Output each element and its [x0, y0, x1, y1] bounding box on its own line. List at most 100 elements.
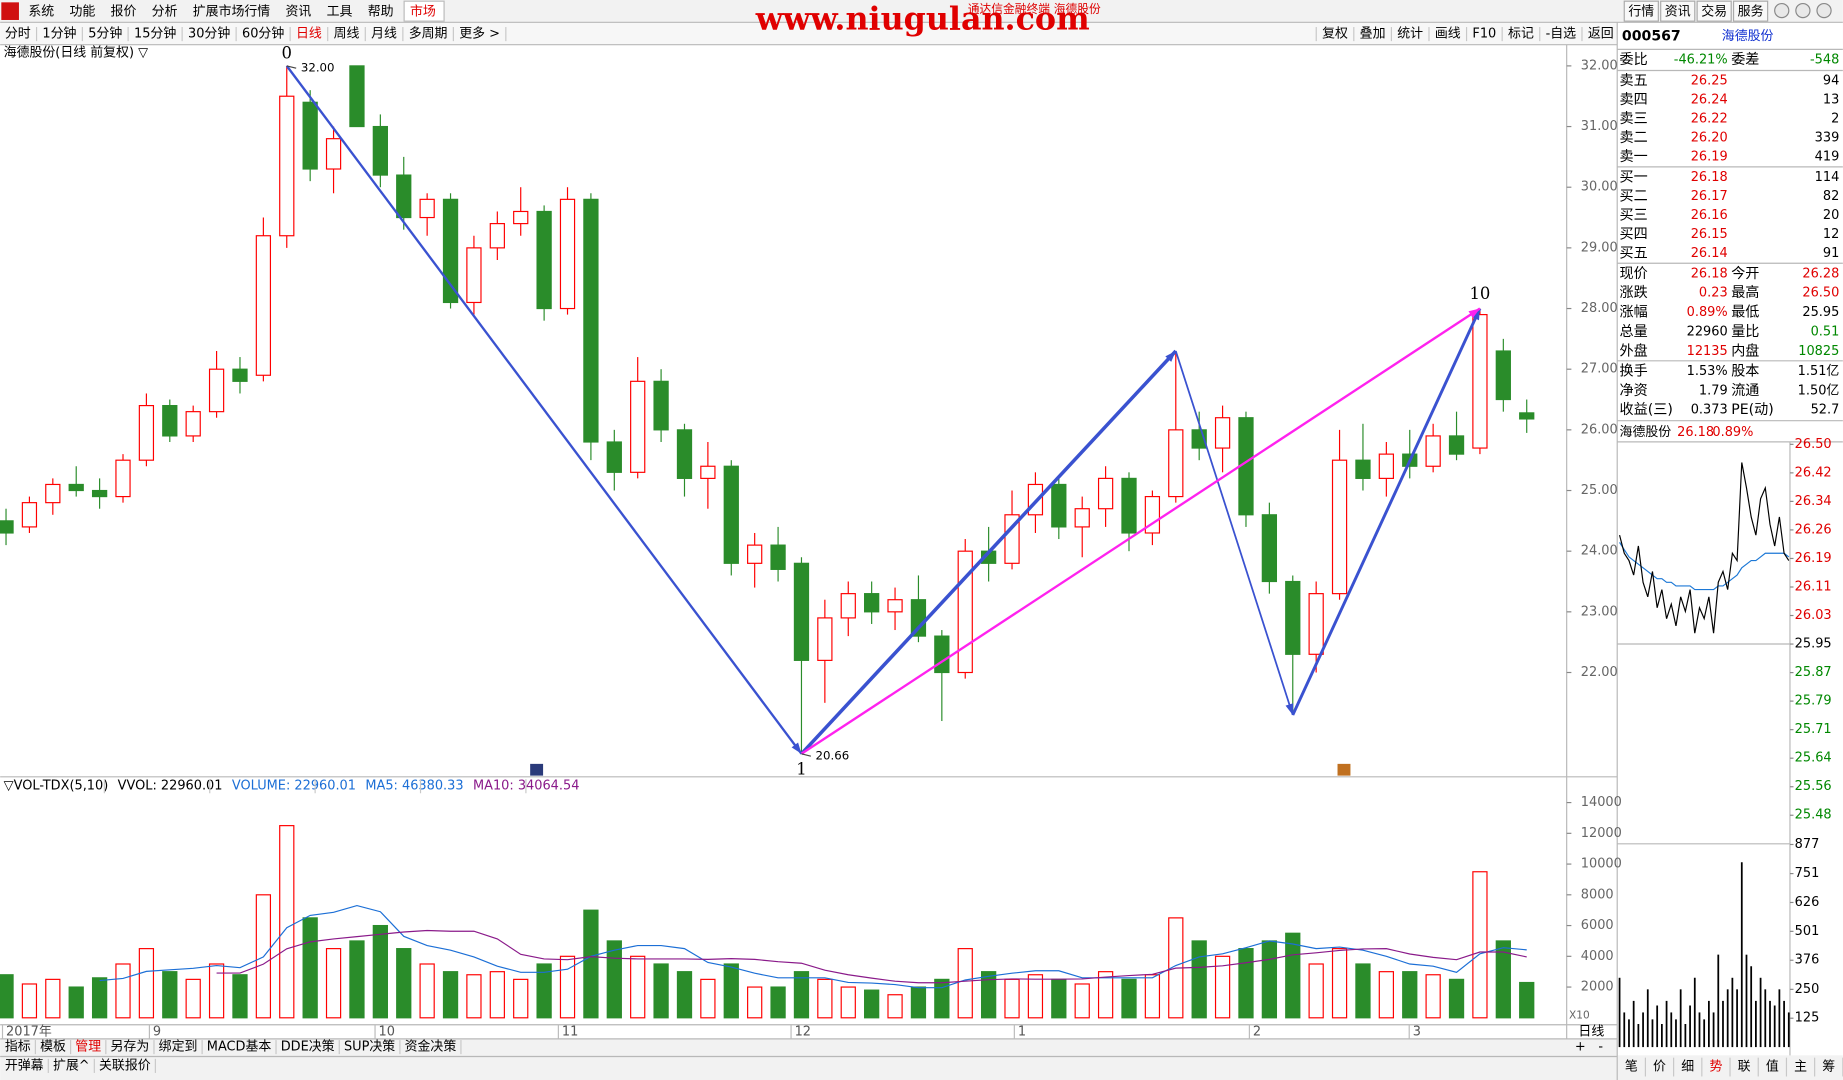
top-button[interactable] — [1696, 0, 1732, 22]
candle-body — [1168, 429, 1184, 498]
period-item[interactable]: 更多 > — [459, 27, 500, 42]
x-tick-label: 9 — [153, 1024, 161, 1039]
top-button-label[interactable]: 交易 — [1701, 3, 1727, 19]
bottom-tab[interactable]: 管理 — [75, 1040, 101, 1055]
y-tick-label: 25.87 — [1795, 665, 1832, 680]
bottom-tab[interactable]: 模板 — [40, 1040, 66, 1055]
bottom-tab[interactable]: DDE决策 — [281, 1039, 335, 1055]
wave-line — [1291, 307, 1482, 716]
tool-item[interactable]: 叠加 — [1360, 27, 1386, 42]
bottom-tab[interactable]: MACD基本 — [207, 1040, 272, 1055]
period-item[interactable]: 5分钟 — [88, 26, 122, 42]
event-icon[interactable] — [530, 763, 544, 776]
menu-item[interactable]: 功能 — [69, 4, 95, 19]
quote-value: 0.89% — [1687, 305, 1728, 320]
right-tab[interactable]: 笔 — [1625, 1059, 1638, 1075]
period-item[interactable]: 月线 — [371, 27, 397, 42]
market-tab-label[interactable]: 市场 — [410, 3, 436, 19]
top-button-label[interactable]: 服务 — [1738, 3, 1764, 19]
zoom-button[interactable]: + — [1575, 1040, 1586, 1055]
top-button-label[interactable]: 行情 — [1628, 4, 1654, 19]
top-button-label[interactable]: 资讯 — [1665, 4, 1691, 19]
arrow-head — [1165, 350, 1176, 362]
volume-header[interactable]: ▽VOL-TDX(5,10) — [4, 779, 109, 794]
window-minimize[interactable] — [1774, 2, 1790, 19]
menu-item[interactable]: 报价 — [111, 4, 137, 19]
volume-bar — [513, 978, 529, 1019]
right-tab[interactable]: 值 — [1766, 1059, 1779, 1075]
period-item[interactable]: 30分钟 — [188, 26, 230, 42]
tool-item[interactable]: F10 — [1472, 27, 1496, 42]
bottom-tab[interactable]: 绑定到 — [159, 1040, 198, 1055]
window-restore[interactable] — [1795, 2, 1811, 19]
y-tick-label: 25.71 — [1795, 722, 1832, 737]
tool-item[interactable]: 返回 — [1588, 27, 1614, 42]
x-tick-label: 1 — [1018, 1024, 1026, 1039]
y-tick-label: 877 — [1795, 837, 1820, 852]
market-tab[interactable] — [403, 0, 445, 22]
top-button[interactable] — [1623, 0, 1659, 22]
right-tab[interactable]: 联 — [1738, 1060, 1751, 1075]
period-item[interactable]: 15分钟 — [134, 26, 176, 42]
menu-item[interactable]: 分析 — [152, 4, 178, 19]
order-volume: 94 — [1823, 74, 1839, 89]
y-tick-label: 250 — [1795, 982, 1820, 997]
volume-header[interactable]: MA5: 46380.33 — [365, 779, 463, 794]
bottom-tab[interactable]: 另存为 — [111, 1040, 150, 1055]
tool-item[interactable]: -自选 — [1546, 27, 1577, 42]
period-item[interactable]: 1分钟 — [42, 26, 76, 42]
period-item[interactable]: 分时 — [5, 27, 31, 42]
period-item[interactable]: 60分钟 — [242, 26, 284, 42]
menu-item[interactable]: 系统 — [28, 4, 54, 19]
bottom-tab[interactable]: 资金决策 — [405, 1039, 457, 1055]
volume-bar — [630, 955, 646, 1019]
candle-body — [91, 489, 108, 498]
chart-title: 海德股份(日线 前复权) ▽ — [4, 44, 148, 60]
menu-item[interactable]: 帮助 — [368, 4, 394, 19]
volume-bar — [442, 971, 459, 1019]
period-bar — [0, 22, 1843, 45]
period-item[interactable]: 日线 — [296, 27, 322, 42]
wave-label: 10 — [1469, 284, 1490, 303]
stock-code: 000567 — [1622, 28, 1681, 44]
window-close[interactable] — [1816, 2, 1832, 19]
candle-body — [45, 483, 61, 504]
volume-bar — [1285, 932, 1301, 1019]
period-item[interactable]: 多周期 — [409, 27, 448, 42]
volume-header[interactable]: VOLUME: 22960.01 — [232, 779, 356, 794]
right-tab[interactable]: 势 — [1709, 1059, 1722, 1075]
top-button[interactable] — [1660, 0, 1696, 22]
watermark: www.niugulan.com — [755, 1, 1090, 38]
candle-body — [232, 368, 248, 382]
zoom-button[interactable]: - — [1598, 1040, 1603, 1055]
volume-header[interactable]: VVOL: 22960.01 — [118, 779, 223, 794]
event-icon[interactable] — [1337, 763, 1351, 776]
bottom-item[interactable]: 关联报价 — [99, 1058, 151, 1073]
top-button[interactable] — [1732, 0, 1769, 22]
wave-line — [1174, 350, 1294, 716]
tool-item[interactable]: 统计 — [1397, 27, 1423, 42]
quote-value: 12135 — [1687, 344, 1728, 359]
menu-item[interactable]: 资讯 — [286, 4, 312, 19]
candle-body — [606, 441, 622, 473]
menu-item[interactable]: 扩展市场行情 — [193, 3, 271, 19]
volume-bar — [396, 948, 412, 1019]
volume-bar — [747, 986, 763, 1019]
tool-item[interactable]: 画线 — [1435, 27, 1461, 42]
order-price: 26.25 — [1691, 74, 1728, 89]
right-tab[interactable]: 细 — [1681, 1060, 1694, 1075]
bottom-tab[interactable]: SUP决策 — [344, 1039, 395, 1055]
quote-value: 1.53% — [1687, 364, 1728, 379]
right-tab[interactable]: 筹 — [1822, 1059, 1835, 1075]
volume-bar — [1261, 940, 1278, 1019]
menu-item[interactable]: 工具 — [327, 4, 353, 19]
bottom-item[interactable]: 扩展^ — [53, 1058, 90, 1073]
period-item[interactable]: 周线 — [334, 27, 360, 42]
y-tick-label: 26.00 — [1581, 422, 1618, 437]
bottom-tab[interactable]: 指标 — [5, 1040, 31, 1055]
right-tab[interactable]: 主 — [1794, 1060, 1807, 1075]
right-tab[interactable]: 价 — [1653, 1060, 1666, 1075]
tool-item[interactable]: 复权 — [1322, 26, 1348, 42]
tool-item[interactable]: 标记 — [1508, 27, 1534, 42]
bottom-item[interactable]: 开弹幕 — [5, 1058, 44, 1073]
